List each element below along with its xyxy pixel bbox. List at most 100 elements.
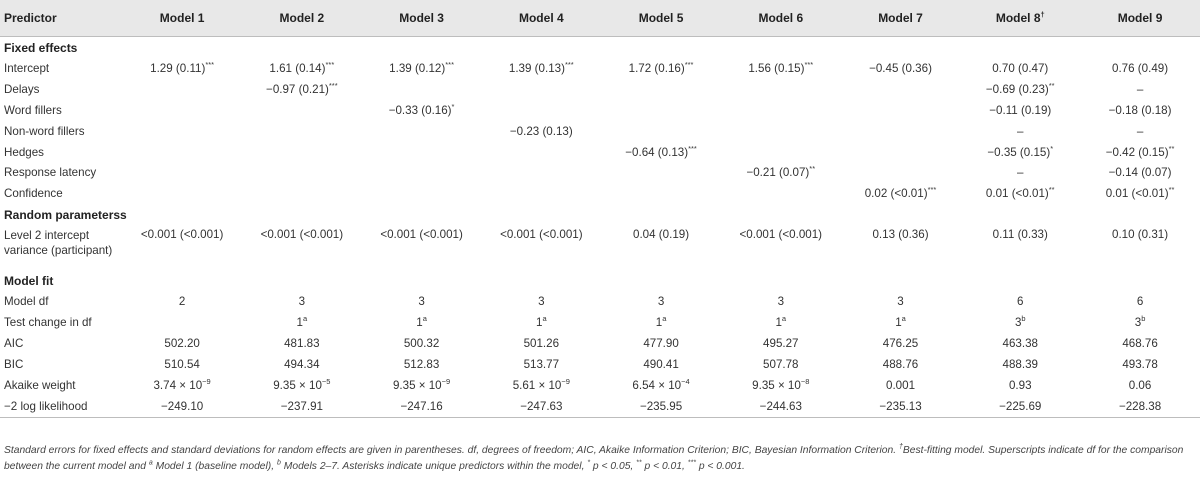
table-cell: 1a [895, 314, 906, 330]
table-cell [362, 121, 482, 142]
table-cell: 6 [1136, 295, 1144, 309]
table-cell: 1.29 (0.11)*** [150, 60, 215, 75]
table-cell: −0.11 (0.19) [989, 103, 1052, 117]
footnote-p2: p < 0.01, [644, 461, 685, 472]
row-label: Hedges [4, 145, 44, 159]
table-row: Model df 2 3 3 3 3 3 3 6 6 [0, 291, 1200, 312]
table-cell [481, 183, 601, 204]
table-cell: 490.41 [643, 357, 679, 371]
table-cell: −0.45 (0.36) [869, 61, 932, 75]
table-row: Response latency −0.21 (0.07)** – −0.14 (0.… [0, 162, 1200, 183]
table-cell: <0.001 (<0.001) [260, 228, 344, 242]
header-model-4: Model 4 [481, 0, 602, 37]
table-cell [481, 162, 601, 183]
table-row: Hedges −0.64 (0.13)*** −0.35 (0.15)* −0.42 … [0, 142, 1200, 163]
header-model-2: Model 2 [241, 0, 362, 37]
table-cell: 0.93 [1008, 378, 1032, 392]
table-cell: 6 [1017, 295, 1024, 309]
table-cell: 3 [777, 295, 785, 309]
table-cell [242, 142, 362, 163]
table-cell [601, 162, 721, 183]
table-cell: 507.78 [763, 357, 799, 371]
table-cell: −235.95 [601, 395, 721, 418]
table-cell: 1a [536, 314, 547, 330]
table-cell: 1a [296, 314, 308, 330]
section-header: Fixed effects [0, 37, 1200, 59]
results-table: Predictor Model 1 Model 2 Model 3 Model 4 Mo… [0, 0, 1200, 418]
table-cell: 3 [298, 295, 306, 309]
table-cell: 0.76 (0.49) [1112, 61, 1169, 75]
table-cell: – [1017, 124, 1024, 138]
header-model-5: Model 5 [601, 0, 721, 37]
table-cell: 5.61 × 10−9 [512, 376, 570, 392]
table-cell: – [1136, 82, 1144, 96]
table-row: Level 2 intercept variance (participant)… [0, 225, 1200, 270]
table-cell: 493.78 [1122, 357, 1158, 371]
table-cell: −247.16 [361, 395, 482, 418]
table-cell: 512.83 [403, 357, 440, 371]
table-cell [242, 162, 362, 183]
table-cell [481, 100, 601, 121]
header-model-8: Model 8† [960, 0, 1081, 37]
table-row: Delays −0.97 (0.21)*** −0.69 (0.23)** – [0, 79, 1200, 100]
table-cell [362, 183, 482, 204]
table-cell: 0.01 (<0.01)** [985, 185, 1055, 201]
table-cell: <0.001 (<0.001) [380, 228, 463, 242]
table-cell: 0.06 [1128, 378, 1152, 392]
table-cell: 3 [418, 295, 425, 309]
table-cell: 2 [178, 295, 186, 309]
table-cell: 6.54 × 10−4 [632, 376, 690, 392]
table-cell [242, 121, 362, 142]
header-model-7: Model 7 [840, 0, 961, 37]
table-cell: −0.42 (0.15)** [1105, 143, 1175, 159]
table-cell [362, 142, 482, 163]
table-row: Non-word fillers −0.23 (0.13) – – [0, 121, 1200, 142]
footnote-line2-a: Superscripts indicate df for the compari… [4, 445, 1184, 472]
table-cell: 9.35 × 10−5 [273, 376, 331, 392]
row-label: Non-word fillers [4, 124, 85, 138]
table-cell [721, 100, 841, 121]
footnote-dagger: † [898, 443, 903, 451]
table-row: Word fillers −0.33 (0.16)* −0.11 (0.19) −0.… [0, 100, 1200, 121]
table-cell: 502.20 [164, 336, 200, 350]
table-cell: 0.13 (0.36) [872, 228, 929, 242]
table-body: Fixed effects Intercept 1.29 (0.11)*** 1.61… [0, 37, 1200, 418]
table-cell: −228.38 [1080, 395, 1200, 418]
header-predictor: Predictor [0, 0, 123, 37]
header-model-6: Model 6 [720, 0, 841, 37]
table-header: Predictor Model 1 Model 2 Model 3 Model 4 Mo… [0, 0, 1200, 37]
header-model-1: Model 1 [122, 0, 242, 37]
footnote-sup-a: a [148, 459, 153, 467]
table-cell: <0.001 (<0.001) [739, 228, 823, 242]
table-cell: 0.02 (<0.01)*** [864, 185, 937, 201]
table-cell: −247.63 [481, 395, 602, 418]
table-cell [601, 100, 721, 121]
footnote-line2-b: Model 1 (baseline model), [155, 461, 275, 472]
table-cell: −0.33 (0.16)* [388, 101, 455, 117]
table-cell: −244.63 [720, 395, 841, 418]
table-cell: −0.14 (0.07) [1108, 166, 1172, 180]
table-cell [122, 162, 242, 183]
table-row: AIC 502.20 481.83 500.32 501.26 477.90 495.27 4… [0, 333, 1200, 354]
table-cell: – [1136, 124, 1144, 138]
footnote-sup-b: b [276, 459, 281, 467]
table-cell: −0.18 (0.18) [1108, 103, 1172, 117]
table-cell [122, 79, 242, 100]
table-cell [122, 121, 242, 142]
table-cell [362, 162, 482, 183]
table-cell: 481.83 [284, 336, 320, 350]
table-cell [721, 142, 841, 163]
table-row: Confidence 0.02 (<0.01)*** 0.01 (<0.01)** 0… [0, 183, 1200, 204]
table-cell [242, 100, 362, 121]
section-header: Model fit [0, 270, 1200, 291]
table-cell: 476.25 [882, 336, 919, 350]
table-cell: −0.23 (0.13) [509, 124, 573, 138]
table-cell [122, 142, 242, 163]
table-row: Intercept 1.29 (0.11)*** 1.61 (0.14)*** 1.3… [0, 58, 1200, 79]
table-cell [841, 100, 961, 121]
header-model-9: Model 9 [1080, 0, 1200, 37]
table-cell: <0.001 (<0.001) [500, 228, 583, 242]
table-cell: −0.64 (0.13)*** [625, 143, 697, 159]
table-cell [601, 183, 721, 204]
